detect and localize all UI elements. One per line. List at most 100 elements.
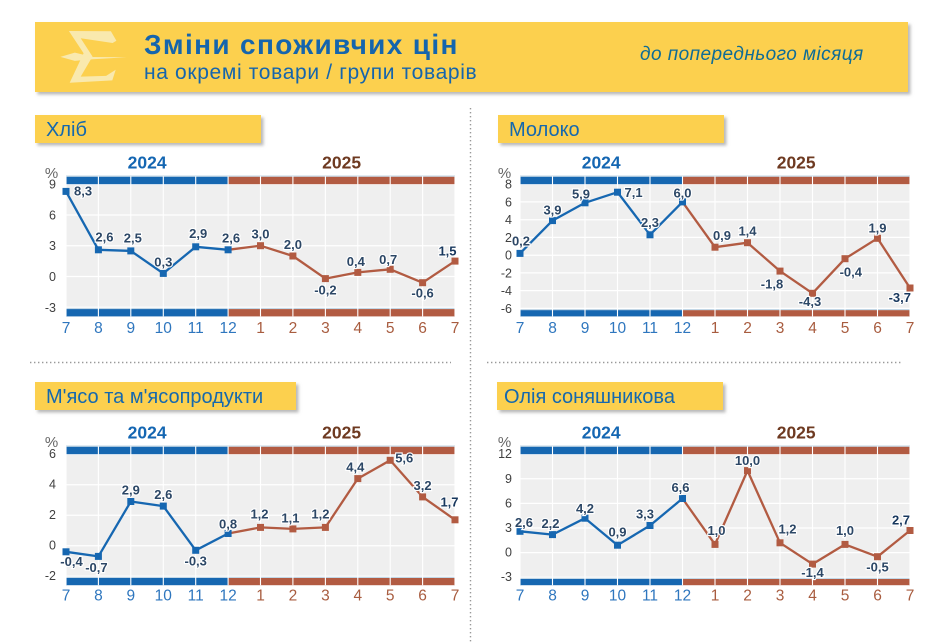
svg-text:1,4: 1,4 [738,224,757,239]
svg-text:4: 4 [808,320,817,337]
svg-text:1: 1 [256,588,265,605]
svg-text:8: 8 [94,320,103,337]
svg-text:0,2: 0,2 [512,233,530,248]
svg-text:2: 2 [743,320,752,337]
svg-text:4: 4 [505,213,512,227]
svg-text:7: 7 [906,320,915,337]
svg-text:-0,7: -0,7 [85,560,107,575]
svg-text:4: 4 [353,588,362,605]
svg-text:3,2: 3,2 [414,478,432,493]
svg-text:6: 6 [873,320,882,337]
svg-text:1: 1 [256,320,265,337]
svg-text:7: 7 [451,588,460,605]
svg-text:12: 12 [219,588,236,605]
svg-text:9: 9 [126,588,135,605]
svg-text:2024: 2024 [128,423,167,443]
svg-text:9: 9 [49,178,56,192]
svg-text:1,2: 1,2 [250,506,268,521]
svg-text:0,7: 0,7 [379,252,397,267]
svg-text:3,0: 3,0 [251,227,269,242]
svg-text:-0,6: -0,6 [411,286,433,301]
svg-text:3,9: 3,9 [543,203,561,218]
svg-text:1,0: 1,0 [707,523,725,538]
svg-text:-2: -2 [501,266,512,280]
svg-text:12: 12 [674,588,691,605]
svg-text:0: 0 [49,270,56,284]
svg-text:9: 9 [505,472,512,486]
svg-text:2: 2 [289,320,298,337]
svg-text:0: 0 [505,546,512,560]
svg-text:3: 3 [505,521,512,535]
svg-text:1: 1 [711,588,720,605]
svg-text:2,0: 2,0 [284,237,302,252]
svg-text:1,9: 1,9 [868,220,886,235]
svg-text:-1,8: -1,8 [761,277,783,292]
svg-text:-1,4: -1,4 [801,565,824,580]
svg-text:-3: -3 [45,301,56,315]
svg-text:7: 7 [516,588,525,605]
svg-text:5: 5 [841,320,850,337]
svg-text:-2: -2 [45,569,56,583]
svg-text:2: 2 [743,588,752,605]
svg-text:11: 11 [188,320,204,337]
svg-text:3: 3 [321,320,330,337]
svg-text:-0,3: -0,3 [184,553,206,568]
svg-text:1,2: 1,2 [311,506,329,521]
svg-text:0: 0 [505,249,512,263]
svg-text:12: 12 [498,447,512,461]
svg-text:2025: 2025 [322,153,361,173]
svg-text:-6: -6 [501,302,512,316]
svg-text:3: 3 [321,588,330,605]
svg-text:7: 7 [516,320,525,337]
svg-text:6,0: 6,0 [673,185,691,200]
svg-text:7: 7 [451,320,460,337]
svg-text:11: 11 [642,320,658,337]
svg-text:-0,4: -0,4 [840,265,863,280]
svg-text:3,3: 3,3 [636,507,654,522]
svg-text:8: 8 [548,588,557,605]
svg-text:6: 6 [505,195,512,209]
svg-text:8: 8 [94,588,103,605]
svg-text:-0,5: -0,5 [866,560,888,575]
svg-text:3: 3 [776,320,785,337]
svg-text:0: 0 [49,539,56,553]
svg-text:6: 6 [49,209,56,223]
svg-text:-3: -3 [501,570,512,584]
svg-text:12: 12 [219,320,236,337]
svg-text:9: 9 [581,320,590,337]
svg-text:10,0: 10,0 [735,453,760,468]
svg-text:7: 7 [62,588,71,605]
svg-text:11: 11 [188,588,204,605]
svg-text:2025: 2025 [322,423,361,443]
svg-text:%: % [498,434,511,451]
svg-text:4,4: 4,4 [346,460,365,475]
svg-text:2024: 2024 [582,153,621,173]
svg-text:9: 9 [126,320,135,337]
svg-text:0,9: 0,9 [713,228,731,243]
svg-text:10: 10 [155,588,173,605]
svg-text:3: 3 [49,239,56,253]
svg-text:2024: 2024 [128,153,167,173]
svg-text:8: 8 [548,320,557,337]
svg-text:5: 5 [386,588,395,605]
svg-text:5,9: 5,9 [572,186,590,201]
svg-text:1,0: 1,0 [836,523,854,538]
svg-text:2,3: 2,3 [641,215,659,230]
svg-text:%: % [498,165,511,182]
svg-text:9: 9 [581,588,590,605]
svg-text:6: 6 [418,320,427,337]
svg-text:12: 12 [674,320,691,337]
svg-text:2: 2 [49,508,56,522]
svg-text:2,9: 2,9 [189,226,207,241]
svg-text:-3,7: -3,7 [889,290,911,305]
svg-text:6: 6 [49,447,56,461]
svg-text:-0,2: -0,2 [314,283,336,298]
svg-text:%: % [45,434,58,451]
svg-text:2025: 2025 [777,153,816,173]
svg-text:1,2: 1,2 [778,521,796,536]
svg-text:2,6: 2,6 [515,515,533,530]
svg-text:8,3: 8,3 [74,183,92,198]
svg-text:4: 4 [49,478,56,492]
svg-text:0,3: 0,3 [154,254,172,269]
svg-text:2,6: 2,6 [222,230,240,245]
